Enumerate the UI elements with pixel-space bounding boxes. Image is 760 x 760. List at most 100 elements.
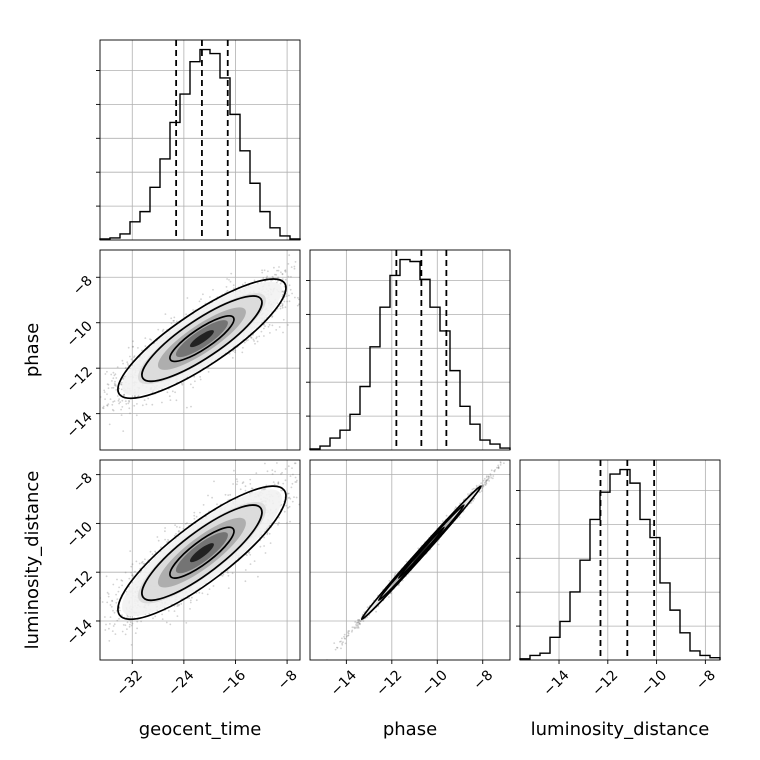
sample-point: [156, 536, 159, 538]
sample-point: [104, 398, 106, 400]
sample-point: [104, 629, 107, 631]
sample-point: [271, 275, 274, 278]
sample-point: [137, 347, 139, 349]
sample-point: [258, 335, 261, 338]
sample-point: [250, 487, 253, 490]
sample-point: [249, 483, 252, 485]
sample-point: [113, 400, 116, 402]
sample-point: [245, 339, 248, 342]
sample-point: [235, 478, 238, 481]
sample-point: [189, 383, 192, 386]
sample-point: [193, 514, 196, 517]
sample-point: [227, 571, 229, 574]
sample-point: [130, 565, 133, 568]
sample-point: [170, 317, 173, 320]
sample-point: [250, 337, 253, 339]
sample-point: [132, 340, 134, 343]
sample-point: [118, 607, 121, 609]
sample-point: [107, 595, 110, 598]
sample-point: [274, 470, 276, 473]
sample-point: [266, 470, 269, 473]
sample-point: [283, 290, 286, 293]
sample-point: [253, 340, 256, 342]
sample-point: [268, 324, 271, 326]
sample-point: [128, 400, 131, 403]
sample-point: [314, 271, 316, 273]
sample-point: [213, 480, 215, 483]
sample-point: [122, 430, 125, 432]
sample-point: [130, 571, 133, 574]
sample-point: [121, 399, 124, 402]
sample-point: [121, 381, 123, 384]
sample-point: [305, 497, 307, 499]
sample-point: [318, 262, 320, 264]
sample-point: [293, 496, 295, 498]
sample-point: [122, 624, 125, 626]
sample-point: [164, 527, 167, 529]
sample-point: [298, 303, 300, 306]
sample-point: [74, 397, 76, 399]
sample-point: [178, 526, 181, 529]
sample-point: [126, 361, 129, 364]
sample-point: [123, 393, 126, 396]
sample-point: [131, 563, 134, 566]
sample-point: [286, 492, 289, 495]
sample-point: [201, 592, 204, 595]
sample-point: [134, 395, 136, 398]
sample-point: [94, 405, 96, 407]
sample-point: [106, 393, 108, 396]
sample-point: [208, 588, 211, 590]
sample-point: [175, 533, 177, 535]
sample-point: [285, 504, 288, 507]
sample-point: [288, 294, 290, 297]
sample-point: [284, 468, 287, 470]
sample-point: [279, 307, 282, 310]
sample-point: [113, 374, 116, 377]
sample-point: [269, 332, 271, 334]
sample-point: [170, 322, 173, 325]
sample-point: [120, 408, 122, 411]
sample-point: [123, 393, 125, 396]
sample-point: [111, 387, 113, 389]
sample-point: [271, 316, 273, 318]
sample-point: [194, 380, 196, 383]
sample-point: [172, 320, 175, 322]
sample-point: [249, 478, 252, 481]
sample-point: [114, 633, 117, 635]
sample-point: [120, 383, 123, 386]
sample-point: [280, 271, 282, 274]
sample-point: [281, 278, 284, 281]
sample-point: [167, 610, 170, 612]
sample-point: [241, 283, 244, 286]
sample-point: [281, 293, 284, 296]
sample-point: [314, 496, 316, 498]
sample-point: [141, 404, 144, 407]
sample-point: [144, 558, 146, 561]
sample-point: [141, 349, 143, 352]
sample-point: [121, 359, 124, 362]
sample-point: [117, 399, 120, 402]
sample-point: [314, 483, 316, 485]
sample-point: [233, 469, 235, 472]
sample-point: [287, 497, 290, 499]
sample-point: [145, 403, 148, 406]
sample-point: [271, 469, 274, 472]
sample-point: [234, 351, 237, 354]
sample-point: [112, 386, 115, 389]
sample-point: [323, 265, 325, 267]
sample-point: [171, 390, 174, 393]
sample-point: [112, 409, 115, 412]
sample-point: [115, 385, 117, 387]
sample-point: [113, 611, 116, 614]
sample-point: [287, 465, 290, 468]
sample-point: [120, 414, 123, 416]
sample-point: [176, 525, 178, 528]
sample-point: [134, 395, 136, 397]
sample-point: [180, 603, 183, 605]
sample-point: [129, 550, 132, 552]
sample-point: [263, 335, 265, 337]
sample-point: [128, 625, 131, 628]
sample-point: [359, 456, 361, 458]
sample-point: [290, 486, 293, 489]
sample-point: [109, 616, 112, 618]
